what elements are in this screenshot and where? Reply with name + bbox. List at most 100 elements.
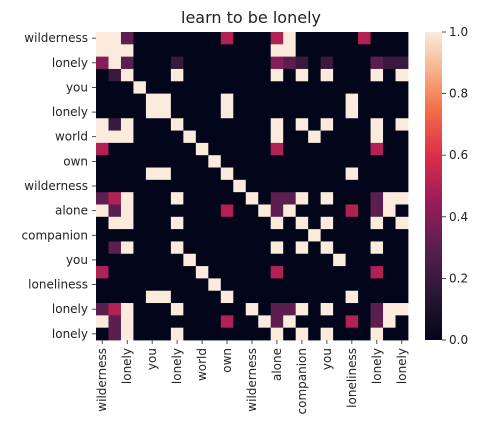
heatmap-cell [195, 105, 209, 119]
heatmap-cell [245, 167, 259, 181]
heatmap-cell [370, 303, 384, 316]
heatmap-cell [108, 105, 122, 119]
heatmap-cells [96, 32, 409, 341]
x-axis: wilderness lonely you lonely world own wildern… [95, 340, 409, 415]
heatmap-cell [245, 192, 259, 205]
heatmap-cell [233, 216, 247, 230]
heatmap-cell [395, 56, 409, 70]
heatmap-cell [145, 327, 159, 341]
heatmap-cell [370, 290, 384, 304]
heatmap-cell [133, 229, 147, 242]
heatmap-cell [170, 167, 184, 181]
heatmap-cell [345, 105, 359, 119]
heatmap-cell [333, 327, 346, 341]
heatmap-cell [245, 130, 259, 144]
heatmap-cell [108, 130, 122, 144]
heatmap-cell [358, 327, 371, 341]
heatmap-cell [208, 241, 222, 255]
y-tick-label: you [66, 80, 88, 94]
heatmap-cell [383, 327, 396, 341]
heatmap-cell [220, 130, 234, 144]
chart-title: learn to be lonely [181, 8, 321, 27]
heatmap-cell [283, 130, 297, 144]
heatmap-cell [170, 216, 184, 230]
heatmap-cell [283, 216, 297, 230]
heatmap-cell [308, 204, 322, 218]
heatmap-cell [170, 68, 184, 82]
heatmap-cell [245, 56, 259, 70]
heatmap-cell [258, 204, 272, 218]
heatmap-cell [245, 81, 259, 94]
heatmap-cell [283, 241, 297, 255]
heatmap-cell [295, 32, 309, 45]
heatmap-cell [320, 290, 334, 304]
heatmap-cell [320, 278, 334, 292]
heatmap-cell [183, 68, 197, 82]
heatmap-cell [170, 81, 184, 94]
heatmap-cell [96, 327, 109, 341]
heatmap-cell [233, 32, 247, 45]
heatmap-cell [320, 216, 334, 230]
heatmap-cell [158, 142, 172, 156]
heatmap-cell [383, 93, 396, 107]
heatmap-cell [320, 81, 334, 94]
heatmap-cell [345, 290, 359, 304]
heatmap-cell [133, 327, 147, 341]
heatmap-cell [270, 253, 284, 267]
heatmap-cell [133, 93, 147, 107]
heatmap-cell [195, 142, 209, 156]
heatmap-cell [208, 155, 222, 168]
heatmap-cell [358, 278, 371, 292]
heatmap-cell [108, 68, 122, 82]
heatmap-cell [108, 253, 122, 267]
heatmap-cell [270, 278, 284, 292]
heatmap-cell [233, 44, 247, 58]
heatmap-cell [308, 266, 322, 279]
heatmap-cell [308, 68, 322, 82]
heatmap-cell [245, 68, 259, 82]
heatmap-cell [96, 142, 109, 156]
heatmap-cell [283, 253, 297, 267]
heatmap-cell [333, 130, 346, 144]
heatmap-cell [370, 56, 384, 70]
heatmap-cell [283, 179, 297, 193]
heatmap-cell [208, 179, 222, 193]
heatmap-cell [170, 179, 184, 193]
heatmap-cell [345, 68, 359, 82]
heatmap-cell [170, 44, 184, 58]
heatmap-cell [220, 278, 234, 292]
heatmap-cell [208, 315, 222, 329]
heatmap-cell [358, 192, 371, 205]
y-tick-label: companion [22, 228, 89, 242]
heatmap-cell [295, 167, 309, 181]
heatmap-cell [308, 118, 322, 131]
heatmap-cell [108, 118, 122, 131]
heatmap-cell [245, 241, 259, 255]
heatmap-cell [333, 56, 346, 70]
colorbar-tick-label: 1.0 [449, 25, 468, 39]
heatmap-cell [308, 32, 322, 45]
heatmap-cell [258, 93, 272, 107]
heatmap-cell [145, 167, 159, 181]
heatmap-cell [133, 32, 147, 45]
heatmap-cell [258, 179, 272, 193]
heatmap-cell [358, 142, 371, 156]
y-tick-label: lonely [52, 302, 88, 316]
heatmap-cell [108, 327, 122, 341]
heatmap-cell [383, 142, 396, 156]
heatmap-cell [220, 56, 234, 70]
heatmap-cell [158, 241, 172, 255]
heatmap-cell [270, 179, 284, 193]
heatmap-cell [258, 327, 272, 341]
heatmap-cell [395, 105, 409, 119]
heatmap-cell [370, 93, 384, 107]
heatmap-cell [133, 130, 147, 144]
heatmap-cell [96, 81, 109, 94]
heatmap-cell [208, 204, 222, 218]
y-tick-label: own [63, 154, 88, 168]
heatmap-cell [258, 81, 272, 94]
heatmap-cell [220, 68, 234, 82]
heatmap-cell [208, 303, 222, 316]
heatmap-cell [208, 266, 222, 279]
heatmap-cell [220, 327, 234, 341]
